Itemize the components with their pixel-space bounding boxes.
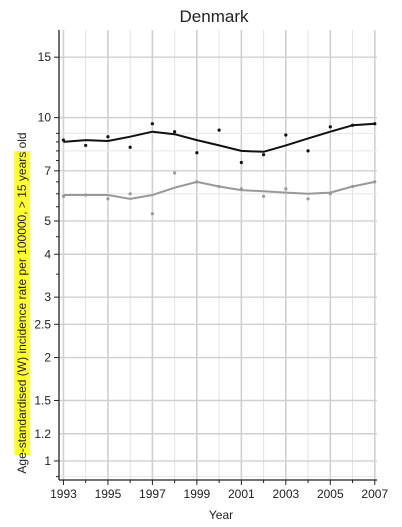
grid: [59, 30, 377, 480]
y-tick-label: 10: [38, 111, 52, 125]
x-tick-labels: 1993 1995 1997 1999 2001 2003 2005 2007: [50, 487, 388, 501]
y-tick-labels: 1 1.2 1.5 2 2.5 3 4 5 7 10 15: [34, 50, 51, 468]
y-axis-label: Age-standardised (W) incidence rate per …: [15, 132, 29, 473]
x-tick-label: 2007: [361, 487, 388, 501]
y-tick-label: 15: [38, 50, 52, 64]
y-tick-label: 5: [44, 214, 51, 228]
x-tick-label: 1993: [50, 487, 77, 501]
x-tick-label: 2005: [317, 487, 344, 501]
data-point: [106, 135, 110, 139]
data-point: [173, 130, 177, 134]
data-point: [84, 193, 88, 197]
axes: [54, 30, 377, 485]
y-tick-label: 1.5: [34, 393, 51, 407]
y-tick-label: 1.2: [34, 427, 51, 441]
y-tick-label: 3: [44, 290, 51, 304]
data-point: [239, 160, 243, 165]
data-point: [106, 197, 110, 201]
data-point: [284, 187, 288, 191]
data-point: [150, 122, 154, 126]
data-point: [328, 125, 332, 129]
x-tick-label: 1997: [139, 487, 166, 501]
data-point: [217, 128, 221, 132]
data-point: [306, 149, 310, 153]
x-tick-label: 1995: [95, 487, 122, 501]
y-tick-label: 2.5: [34, 317, 51, 331]
x-axis-label: Year: [209, 508, 233, 522]
y-tick-label: 2: [44, 351, 51, 365]
y-tick-label: 1: [44, 454, 51, 468]
data-point: [306, 197, 310, 201]
data-point: [261, 153, 266, 157]
data-point: [173, 171, 177, 175]
data-point: [373, 180, 377, 184]
data-point: [84, 143, 88, 148]
data-point: [373, 122, 377, 126]
data-point: [128, 145, 132, 149]
data-point: [150, 212, 154, 216]
series-1: [61, 171, 377, 216]
x-tick-label: 2001: [228, 487, 255, 501]
x-tick-label: 2003: [272, 487, 299, 501]
data-point: [328, 192, 332, 196]
series-0: [61, 122, 377, 165]
data-point: [350, 184, 355, 189]
data-point: [261, 194, 266, 198]
data-point: [195, 180, 199, 184]
data-point: [284, 133, 288, 137]
data-point: [61, 194, 66, 198]
series-layer: [61, 122, 377, 216]
data-point: [239, 187, 243, 191]
y-tick-label: 7: [44, 164, 51, 178]
chart-title: Denmark: [180, 7, 249, 26]
series-trend-line: [63, 122, 375, 153]
data-point: [128, 192, 132, 196]
y-axis-label-highlight: [14, 151, 30, 455]
data-point: [350, 123, 355, 127]
data-point: [195, 151, 199, 155]
data-point: [217, 184, 221, 189]
data-point: [61, 138, 66, 142]
y-tick-label: 4: [44, 247, 51, 261]
y-axis-label-group: Age-standardised (W) incidence rate per …: [14, 132, 30, 474]
x-tick-label: 1999: [184, 487, 211, 501]
